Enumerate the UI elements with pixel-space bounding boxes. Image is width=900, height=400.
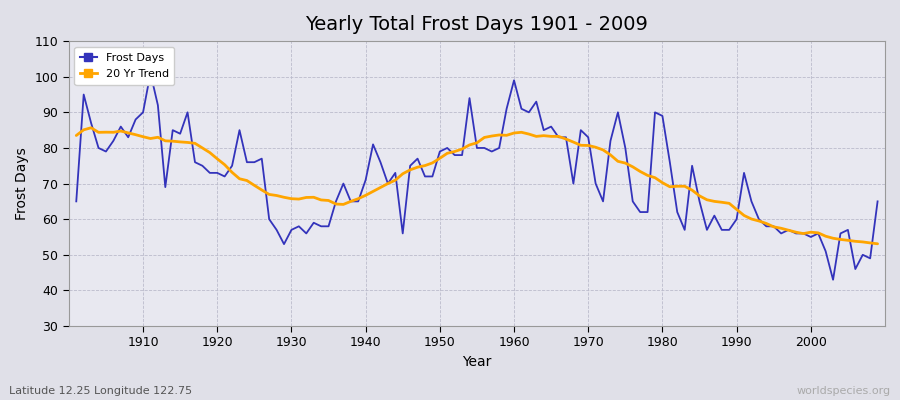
Legend: Frost Days, 20 Yr Trend: Frost Days, 20 Yr Trend [75,47,175,85]
X-axis label: Year: Year [463,355,491,369]
Title: Yearly Total Frost Days 1901 - 2009: Yearly Total Frost Days 1901 - 2009 [305,15,648,34]
Text: worldspecies.org: worldspecies.org [796,386,891,396]
Text: Latitude 12.25 Longitude 122.75: Latitude 12.25 Longitude 122.75 [9,386,192,396]
Y-axis label: Frost Days: Frost Days [15,147,29,220]
